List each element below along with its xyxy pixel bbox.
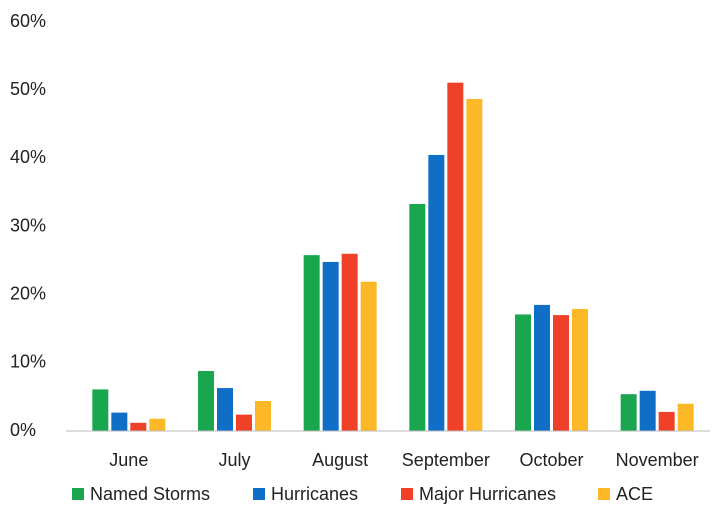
legend-label: ACE (616, 484, 653, 504)
legend-label: Major Hurricanes (419, 484, 556, 504)
bar (677, 403, 694, 431)
legend-swatch (598, 488, 610, 500)
x-tick-label: August (312, 450, 368, 470)
bar (236, 414, 252, 431)
x-tick-label: October (519, 450, 583, 470)
bar (360, 281, 377, 431)
x-tick-label: September (402, 450, 490, 470)
bar (130, 422, 147, 431)
bar (572, 308, 588, 431)
bar (534, 304, 550, 431)
bar (111, 412, 128, 431)
bar (149, 418, 166, 431)
y-tick-label: 60% (10, 11, 46, 31)
bar (409, 204, 426, 431)
bar (620, 394, 637, 431)
bar (198, 371, 214, 431)
bar (428, 154, 445, 432)
x-tick-label: June (109, 450, 148, 470)
bar (553, 315, 569, 431)
bar (217, 388, 233, 431)
legend-label: Named Storms (90, 484, 210, 504)
x-tick-label: July (218, 450, 250, 470)
legend-swatch (72, 488, 84, 500)
y-tick-label: 30% (10, 215, 46, 235)
bar (447, 82, 464, 431)
y-tick-label: 20% (10, 283, 46, 303)
y-tick-label: 40% (10, 147, 46, 167)
legend-swatch (253, 488, 265, 500)
legend-label: Hurricanes (271, 484, 358, 504)
bar (341, 253, 358, 431)
y-tick-label: 50% (10, 79, 46, 99)
legend-swatch (401, 488, 413, 500)
bar (466, 99, 483, 432)
x-tick-label: November (616, 450, 699, 470)
bar (92, 389, 109, 431)
bar (255, 401, 271, 431)
bar (658, 411, 675, 431)
bar (639, 390, 656, 431)
bar (515, 314, 531, 431)
y-tick-label: 0% (10, 420, 36, 440)
bar (303, 255, 320, 431)
y-tick-label: 10% (10, 352, 46, 372)
bar (322, 261, 339, 431)
